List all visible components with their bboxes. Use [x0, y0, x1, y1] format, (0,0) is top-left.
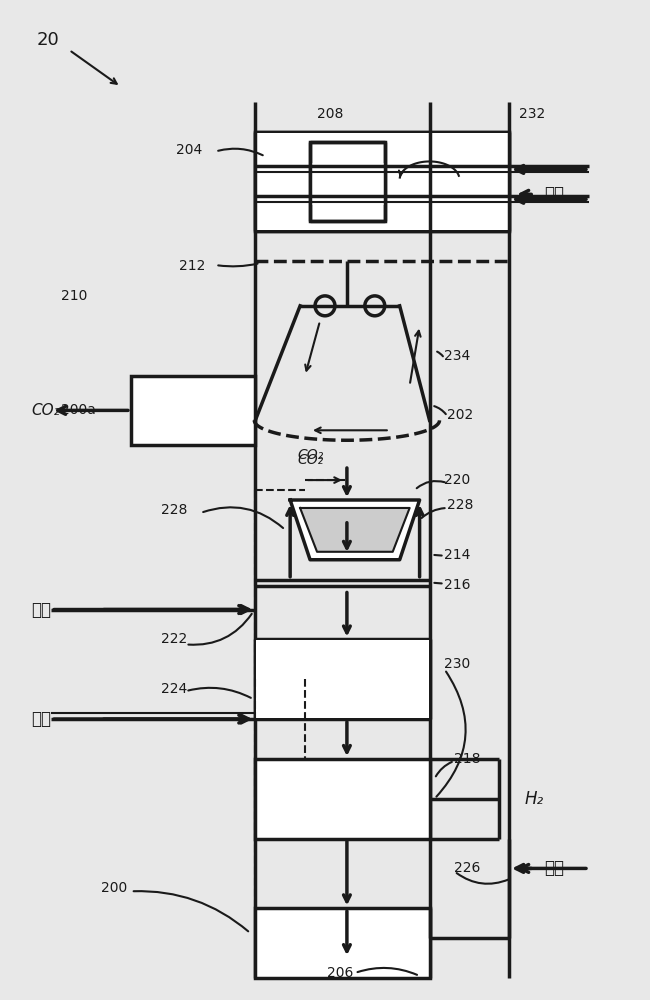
Bar [255, 908, 430, 978]
Polygon shape [300, 508, 410, 552]
Text: 燃料: 燃料 [31, 601, 51, 619]
Text: 232: 232 [519, 107, 545, 121]
Text: 216: 216 [445, 578, 471, 592]
Text: 234: 234 [445, 349, 471, 363]
Text: 200a: 200a [61, 403, 96, 417]
Text: CO₂: CO₂ [31, 403, 60, 418]
Bar [310, 142, 385, 221]
Text: 224: 224 [161, 682, 187, 696]
Text: 200: 200 [101, 881, 127, 895]
Text: 214: 214 [445, 548, 471, 562]
Text: H₂: H₂ [524, 790, 543, 808]
Text: 202: 202 [447, 408, 474, 422]
Text: 220: 220 [445, 473, 471, 487]
Text: 218: 218 [454, 752, 481, 766]
Bar [255, 759, 430, 839]
Bar [256, 640, 428, 718]
Text: 210: 210 [61, 289, 88, 303]
Text: 228: 228 [447, 498, 474, 512]
Text: 208: 208 [317, 107, 343, 121]
Text: 蒸汽: 蒸汽 [31, 710, 51, 728]
Text: 230: 230 [445, 657, 471, 671]
Polygon shape [290, 500, 420, 560]
Text: 206: 206 [327, 966, 353, 980]
Text: CO₂: CO₂ [297, 453, 323, 467]
Text: 空氣: 空氣 [544, 185, 564, 203]
Text: 空氣: 空氣 [544, 859, 564, 877]
Text: CO₂: CO₂ [297, 448, 323, 462]
Text: 212: 212 [179, 259, 205, 273]
Text: 204: 204 [176, 143, 202, 157]
Bar [256, 133, 508, 230]
Bar [131, 376, 255, 445]
Bar [255, 132, 509, 231]
Bar [311, 163, 383, 205]
Text: 222: 222 [161, 632, 187, 646]
Text: 226: 226 [454, 861, 481, 875]
Text: 228: 228 [161, 503, 187, 517]
Text: 20: 20 [36, 31, 59, 49]
